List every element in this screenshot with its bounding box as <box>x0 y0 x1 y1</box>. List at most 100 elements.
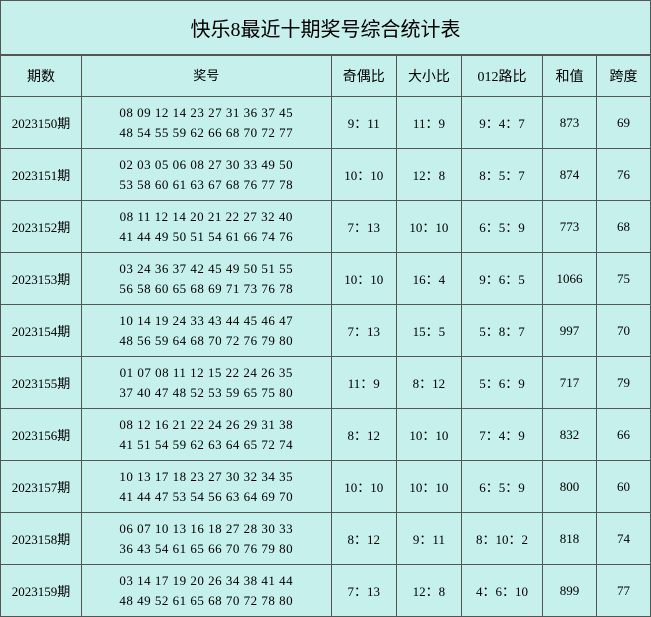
cell-route-012: 8：10：2 <box>462 513 543 565</box>
cell-big-small: 8：12 <box>396 357 461 409</box>
cell-odd-even: 10：10 <box>331 253 396 305</box>
cell-period: 2023156期 <box>1 409 82 461</box>
cell-big-small: 12：8 <box>396 565 461 617</box>
cell-big-small: 10：10 <box>396 409 461 461</box>
numbers-line-2: 53 58 60 61 63 67 68 76 77 78 <box>88 175 325 195</box>
numbers-line-2: 56 58 60 65 68 69 71 73 76 78 <box>88 279 325 299</box>
numbers-line-1: 06 07 10 13 16 18 27 28 30 33 <box>88 519 325 539</box>
cell-numbers: 10 13 17 18 23 27 30 32 34 3541 44 47 53… <box>81 461 331 513</box>
cell-odd-even: 8：12 <box>331 409 396 461</box>
cell-route-012: 5：8：7 <box>462 305 543 357</box>
numbers-line-2: 41 44 47 53 54 56 63 64 69 70 <box>88 487 325 507</box>
header-route-012: 012路比 <box>462 56 543 97</box>
numbers-line-1: 08 11 12 14 20 21 22 27 32 40 <box>88 207 325 227</box>
cell-sum: 773 <box>543 201 597 253</box>
cell-numbers: 03 14 17 19 20 26 34 38 41 4448 49 52 61… <box>81 565 331 617</box>
table-row: 2023157期10 13 17 18 23 27 30 32 34 3541 … <box>1 461 651 513</box>
cell-numbers: 06 07 10 13 16 18 27 28 30 3336 43 54 61… <box>81 513 331 565</box>
cell-big-small: 11：9 <box>396 97 461 149</box>
table-row: 2023156期08 12 16 21 22 24 26 29 31 3841 … <box>1 409 651 461</box>
cell-big-small: 10：10 <box>396 461 461 513</box>
table-row: 2023153期03 24 36 37 42 45 49 50 51 5556 … <box>1 253 651 305</box>
cell-span: 79 <box>596 357 650 409</box>
cell-span: 74 <box>596 513 650 565</box>
cell-sum: 874 <box>543 149 597 201</box>
cell-odd-even: 7：13 <box>331 305 396 357</box>
cell-period: 2023152期 <box>1 201 82 253</box>
numbers-line-1: 10 14 19 24 33 43 44 45 46 47 <box>88 311 325 331</box>
cell-route-012: 9：4：7 <box>462 97 543 149</box>
cell-route-012: 6：5：9 <box>462 201 543 253</box>
cell-span: 77 <box>596 565 650 617</box>
cell-sum: 832 <box>543 409 597 461</box>
cell-span: 68 <box>596 201 650 253</box>
cell-big-small: 12：8 <box>396 149 461 201</box>
cell-numbers: 02 03 05 06 08 27 30 33 49 5053 58 60 61… <box>81 149 331 201</box>
header-period: 期数 <box>1 56 82 97</box>
cell-period: 2023157期 <box>1 461 82 513</box>
cell-sum: 997 <box>543 305 597 357</box>
cell-period: 2023158期 <box>1 513 82 565</box>
cell-numbers: 08 09 12 14 23 27 31 36 37 4548 54 55 59… <box>81 97 331 149</box>
table-row: 2023152期08 11 12 14 20 21 22 27 32 4041 … <box>1 201 651 253</box>
numbers-line-1: 08 09 12 14 23 27 31 36 37 45 <box>88 103 325 123</box>
cell-big-small: 9：11 <box>396 513 461 565</box>
numbers-line-2: 48 54 55 59 62 66 68 70 72 77 <box>88 123 325 143</box>
cell-numbers: 03 24 36 37 42 45 49 50 51 5556 58 60 65… <box>81 253 331 305</box>
cell-route-012: 6：5：9 <box>462 461 543 513</box>
cell-sum: 717 <box>543 357 597 409</box>
numbers-line-1: 03 14 17 19 20 26 34 38 41 44 <box>88 571 325 591</box>
numbers-line-1: 03 24 36 37 42 45 49 50 51 55 <box>88 259 325 279</box>
table-row: 2023150期08 09 12 14 23 27 31 36 37 4548 … <box>1 97 651 149</box>
cell-route-012: 7：4：9 <box>462 409 543 461</box>
cell-route-012: 4：6：10 <box>462 565 543 617</box>
stats-table-container: 快乐8最近十期奖号综合统计表 期数 奖号 奇偶比 大小比 012路比 和值 跨度… <box>0 0 651 617</box>
table-row: 2023158期06 07 10 13 16 18 27 28 30 3336 … <box>1 513 651 565</box>
cell-period: 2023150期 <box>1 97 82 149</box>
cell-numbers: 08 11 12 14 20 21 22 27 32 4041 44 49 50… <box>81 201 331 253</box>
cell-period: 2023154期 <box>1 305 82 357</box>
numbers-line-2: 41 51 54 59 62 63 64 65 72 74 <box>88 435 325 455</box>
cell-big-small: 10：10 <box>396 201 461 253</box>
cell-odd-even: 8：12 <box>331 513 396 565</box>
table-row: 2023155期01 07 08 11 12 15 22 24 26 3537 … <box>1 357 651 409</box>
cell-span: 75 <box>596 253 650 305</box>
cell-big-small: 16：4 <box>396 253 461 305</box>
cell-span: 76 <box>596 149 650 201</box>
numbers-line-2: 36 43 54 61 65 66 70 76 79 80 <box>88 539 325 559</box>
header-big-small: 大小比 <box>396 56 461 97</box>
cell-period: 2023155期 <box>1 357 82 409</box>
cell-odd-even: 9：11 <box>331 97 396 149</box>
table-title: 快乐8最近十期奖号综合统计表 <box>0 0 651 55</box>
cell-sum: 818 <box>543 513 597 565</box>
cell-odd-even: 7：13 <box>331 565 396 617</box>
cell-period: 2023153期 <box>1 253 82 305</box>
cell-span: 69 <box>596 97 650 149</box>
numbers-line-1: 08 12 16 21 22 24 26 29 31 38 <box>88 415 325 435</box>
cell-route-012: 8：5：7 <box>462 149 543 201</box>
header-numbers: 奖号 <box>81 56 331 97</box>
table-row: 2023151期02 03 05 06 08 27 30 33 49 5053 … <box>1 149 651 201</box>
cell-numbers: 01 07 08 11 12 15 22 24 26 3537 40 47 48… <box>81 357 331 409</box>
numbers-line-2: 41 44 49 50 51 54 61 66 74 76 <box>88 227 325 247</box>
cell-period: 2023159期 <box>1 565 82 617</box>
table-row: 2023159期03 14 17 19 20 26 34 38 41 4448 … <box>1 565 651 617</box>
numbers-line-1: 02 03 05 06 08 27 30 33 49 50 <box>88 155 325 175</box>
cell-numbers: 10 14 19 24 33 43 44 45 46 4748 56 59 64… <box>81 305 331 357</box>
cell-sum: 873 <box>543 97 597 149</box>
header-row: 期数 奖号 奇偶比 大小比 012路比 和值 跨度 <box>1 56 651 97</box>
cell-sum: 1066 <box>543 253 597 305</box>
header-span: 跨度 <box>596 56 650 97</box>
cell-route-012: 9：6：5 <box>462 253 543 305</box>
cell-big-small: 15：5 <box>396 305 461 357</box>
cell-sum: 800 <box>543 461 597 513</box>
cell-span: 66 <box>596 409 650 461</box>
table-row: 2023154期10 14 19 24 33 43 44 45 46 4748 … <box>1 305 651 357</box>
cell-numbers: 08 12 16 21 22 24 26 29 31 3841 51 54 59… <box>81 409 331 461</box>
cell-route-012: 5：6：9 <box>462 357 543 409</box>
cell-odd-even: 10：10 <box>331 149 396 201</box>
cell-span: 70 <box>596 305 650 357</box>
cell-odd-even: 11：9 <box>331 357 396 409</box>
numbers-line-1: 01 07 08 11 12 15 22 24 26 35 <box>88 363 325 383</box>
numbers-line-2: 48 56 59 64 68 70 72 76 79 80 <box>88 331 325 351</box>
